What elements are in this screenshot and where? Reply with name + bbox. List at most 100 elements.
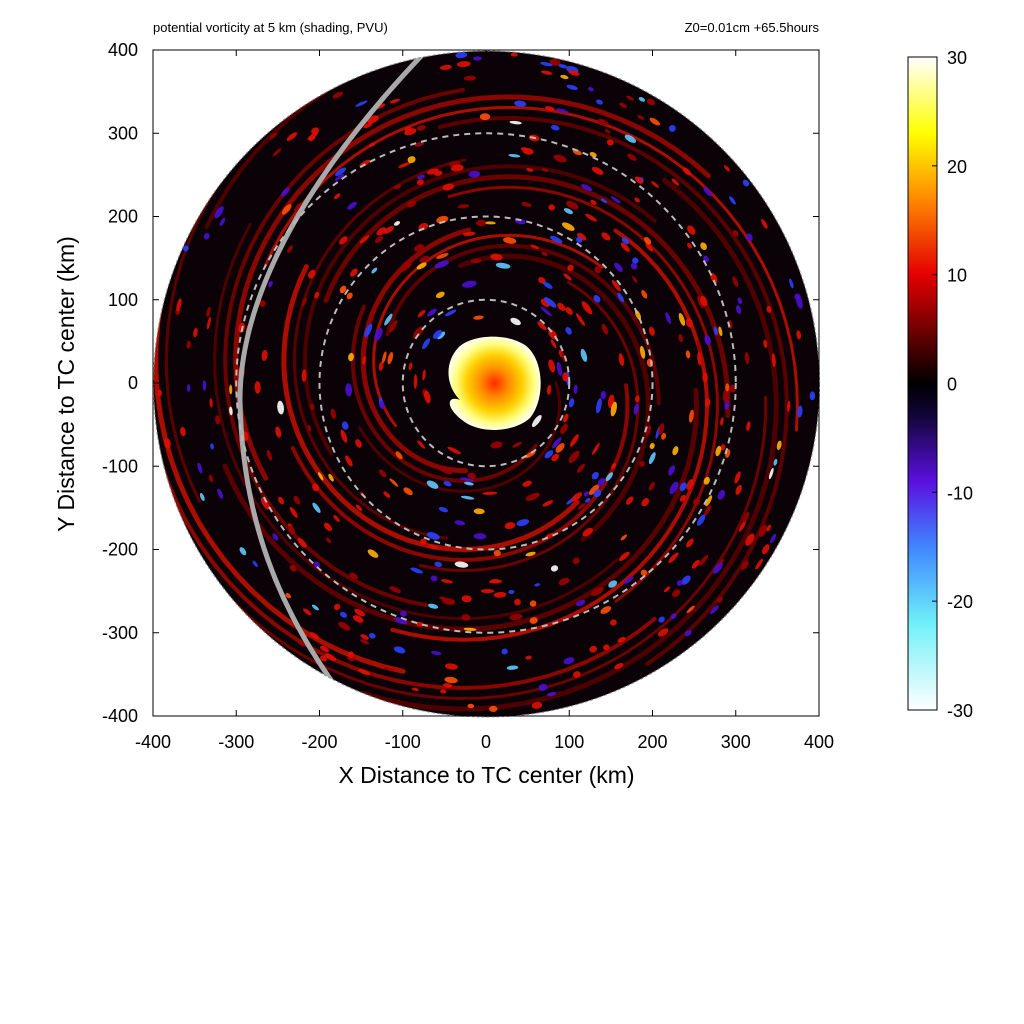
pv-blob <box>261 349 268 361</box>
pv-blob <box>389 478 399 487</box>
pv-blob <box>432 329 442 339</box>
pv-blob <box>736 305 742 315</box>
pv-blob <box>669 481 679 494</box>
pv-blob <box>697 295 704 309</box>
pv-blob <box>209 398 213 408</box>
pv-blob <box>437 466 453 475</box>
spiral-bands <box>153 51 820 712</box>
pv-blob <box>462 231 476 237</box>
colorbar-tick-label: 30 <box>947 48 967 68</box>
pv-blob <box>632 257 639 264</box>
pv-blob <box>704 335 711 346</box>
y-tick-label: 100 <box>108 290 138 310</box>
pv-blob <box>572 149 582 156</box>
pv-blob <box>436 215 449 224</box>
pv-blob <box>430 575 438 582</box>
pv-blob <box>367 549 379 558</box>
pv-blob <box>685 317 693 328</box>
pv-blob <box>268 280 273 288</box>
pv-blob <box>416 621 424 627</box>
pv-blob <box>796 330 802 340</box>
pv-blob <box>617 292 625 303</box>
spiral-band <box>437 115 789 667</box>
spiral-band <box>358 381 561 493</box>
pv-blob <box>562 413 569 423</box>
pv-blob <box>763 339 768 348</box>
pv-blob <box>355 100 368 107</box>
pv-blob <box>297 641 305 647</box>
pv-blob <box>287 245 293 253</box>
pv-blob <box>427 603 439 609</box>
pv-blob <box>789 278 794 289</box>
pv-blob <box>634 176 644 184</box>
pv-blob <box>590 587 604 596</box>
pv-blob <box>426 480 439 489</box>
pv-blob <box>658 616 665 623</box>
pv-blob <box>682 167 691 176</box>
pv-blob <box>457 204 470 209</box>
pv-blob <box>378 361 384 371</box>
pv-blob <box>597 478 606 487</box>
pv-blob <box>445 309 457 317</box>
pv-blob <box>640 569 648 576</box>
pv-blob <box>176 298 182 312</box>
pv-blob <box>618 102 628 108</box>
y-axis: -400 -300 -200 -100 0 100 200 300 400 <box>102 40 819 726</box>
pv-blob <box>582 527 593 537</box>
pv-blob <box>529 617 538 624</box>
spiral-band <box>385 243 661 406</box>
pv-blob <box>589 151 597 158</box>
spiral-band <box>458 253 651 542</box>
pv-blob <box>476 219 487 227</box>
pv-blob <box>617 636 626 643</box>
pv-blob <box>573 671 581 678</box>
pv-blob <box>206 316 211 330</box>
pv-blob <box>603 644 610 651</box>
pv-blob <box>346 292 353 300</box>
pv-blob <box>600 606 612 614</box>
pv-blob <box>506 665 519 670</box>
pv-blob <box>591 471 599 480</box>
pv-blob <box>333 193 341 200</box>
pv-blob <box>741 560 749 571</box>
pv-blob <box>374 236 384 243</box>
pv-blob <box>577 503 586 510</box>
pv-blob <box>467 472 476 480</box>
pv-blob <box>203 233 210 240</box>
pv-blob <box>422 369 426 381</box>
pv-blob <box>434 561 443 568</box>
pv-blob <box>549 235 563 244</box>
pv-blob <box>696 514 706 526</box>
range-ring <box>401 298 571 468</box>
pv-blob <box>679 482 687 492</box>
pv-blob <box>558 64 568 69</box>
pv-blob <box>382 351 387 364</box>
pv-blob <box>649 117 660 126</box>
pv-blob <box>328 473 334 482</box>
pv-blob <box>383 491 391 498</box>
pv-blob <box>611 280 621 292</box>
pv-blob <box>439 596 448 601</box>
pv-blob <box>340 429 348 443</box>
pv-blob <box>606 139 614 146</box>
pv-blob <box>479 113 491 121</box>
pv-blob <box>442 183 455 191</box>
pv-blob <box>393 646 406 654</box>
pv-blob <box>470 258 482 264</box>
pv-blob <box>439 64 452 70</box>
pv-blob <box>460 495 475 500</box>
pv-blob <box>376 227 387 236</box>
pv-blob <box>722 389 730 403</box>
pv-blob <box>725 383 730 392</box>
pv-blob <box>495 262 511 269</box>
pv-blob <box>384 313 393 326</box>
pv-blob <box>549 58 561 66</box>
pv-blob <box>614 663 624 670</box>
pv-blob <box>596 99 603 105</box>
pv-blob <box>419 255 430 263</box>
pv-blob <box>420 538 427 545</box>
pv-blob <box>568 450 580 463</box>
x-tick-label: 400 <box>804 732 834 752</box>
pv-blob <box>508 589 515 594</box>
pv-blob <box>186 340 191 349</box>
